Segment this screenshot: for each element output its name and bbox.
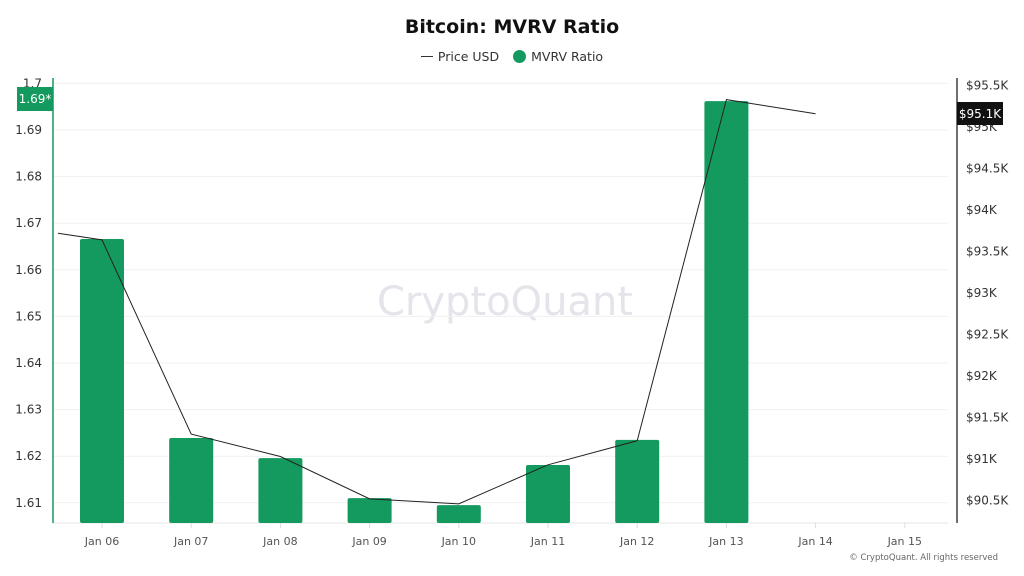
right-tick-label: $93.5K xyxy=(966,245,1009,259)
legend-label-mvrv: MVRV Ratio xyxy=(531,49,604,64)
current-mvrv-badge xyxy=(17,87,53,111)
x-tick-label: Jan 11 xyxy=(530,535,565,548)
left-tick-label: 1.66 xyxy=(15,263,42,277)
x-tick-label: Jan 13 xyxy=(708,535,743,548)
mvrv-bar[interactable] xyxy=(258,458,303,523)
dot-marker-icon xyxy=(513,50,527,63)
mvrv-bar[interactable] xyxy=(80,239,124,523)
left-tick-label: 1.7 xyxy=(23,76,42,90)
right-tick-label: $95.5K xyxy=(966,79,1009,93)
right-tick-label: $92.5K xyxy=(966,328,1009,342)
legend-label-price: Price USD xyxy=(437,49,500,64)
mvrv-bar[interactable] xyxy=(347,498,392,523)
current-price-value: $95.1K xyxy=(959,107,1002,121)
right-tick-label: $91K xyxy=(966,452,998,466)
legend: Price USD MVRV Ratio xyxy=(0,49,1024,64)
chart-title: Bitcoin: MVRV Ratio xyxy=(404,16,620,38)
price-line[interactable] xyxy=(57,99,816,505)
mvrv-bar[interactable] xyxy=(615,439,660,523)
left-tick-label: 1.67 xyxy=(15,216,42,230)
left-tick-label: 1.69 xyxy=(15,123,42,137)
x-tick-label: Jan 09 xyxy=(351,535,386,548)
mvrv-bar[interactable] xyxy=(526,465,570,523)
left-tick-label: 1.65 xyxy=(15,309,42,323)
left-tick-label: 1.63 xyxy=(15,403,42,417)
x-tick-label: Jan 10 xyxy=(441,535,476,548)
right-tick-label: $92K xyxy=(966,369,998,383)
current-price-badge xyxy=(957,102,1003,125)
right-tick-label: $93K xyxy=(966,286,998,300)
x-tick-label: Jan 07 xyxy=(173,535,208,548)
left-tick-label: 1.61 xyxy=(15,496,42,510)
mvrv-bar[interactable] xyxy=(704,101,749,523)
line-marker-icon xyxy=(420,56,433,57)
left-tick-label: 1.64 xyxy=(15,356,42,370)
left-tick-label: 1.68 xyxy=(15,170,42,184)
legend-item-mvrv[interactable]: MVRV Ratio xyxy=(513,49,603,64)
mvrv-bar[interactable] xyxy=(436,505,481,523)
mvrv-bar[interactable] xyxy=(169,438,214,523)
left-tick-label: 1.62 xyxy=(15,449,42,463)
right-tick-label: $94.5K xyxy=(966,162,1009,176)
copyright-text: © CryptoQuant. All rights reserved xyxy=(849,553,998,563)
right-tick-label: $94K xyxy=(966,203,998,217)
right-tick-label: $90.5K xyxy=(966,494,1009,508)
legend-item-price[interactable]: Price USD xyxy=(420,49,500,64)
x-tick-label: Jan 08 xyxy=(262,535,297,548)
current-mvrv-value: 1.69* xyxy=(19,92,52,106)
x-tick-label: Jan 12 xyxy=(619,535,654,548)
watermark: CryptoQuant xyxy=(377,279,633,325)
x-tick-label: Jan 06 xyxy=(84,535,119,548)
x-tick-label: Jan 15 xyxy=(887,535,922,548)
right-tick-label: $91.5K xyxy=(966,411,1009,425)
x-tick-label: Jan 14 xyxy=(797,535,832,548)
